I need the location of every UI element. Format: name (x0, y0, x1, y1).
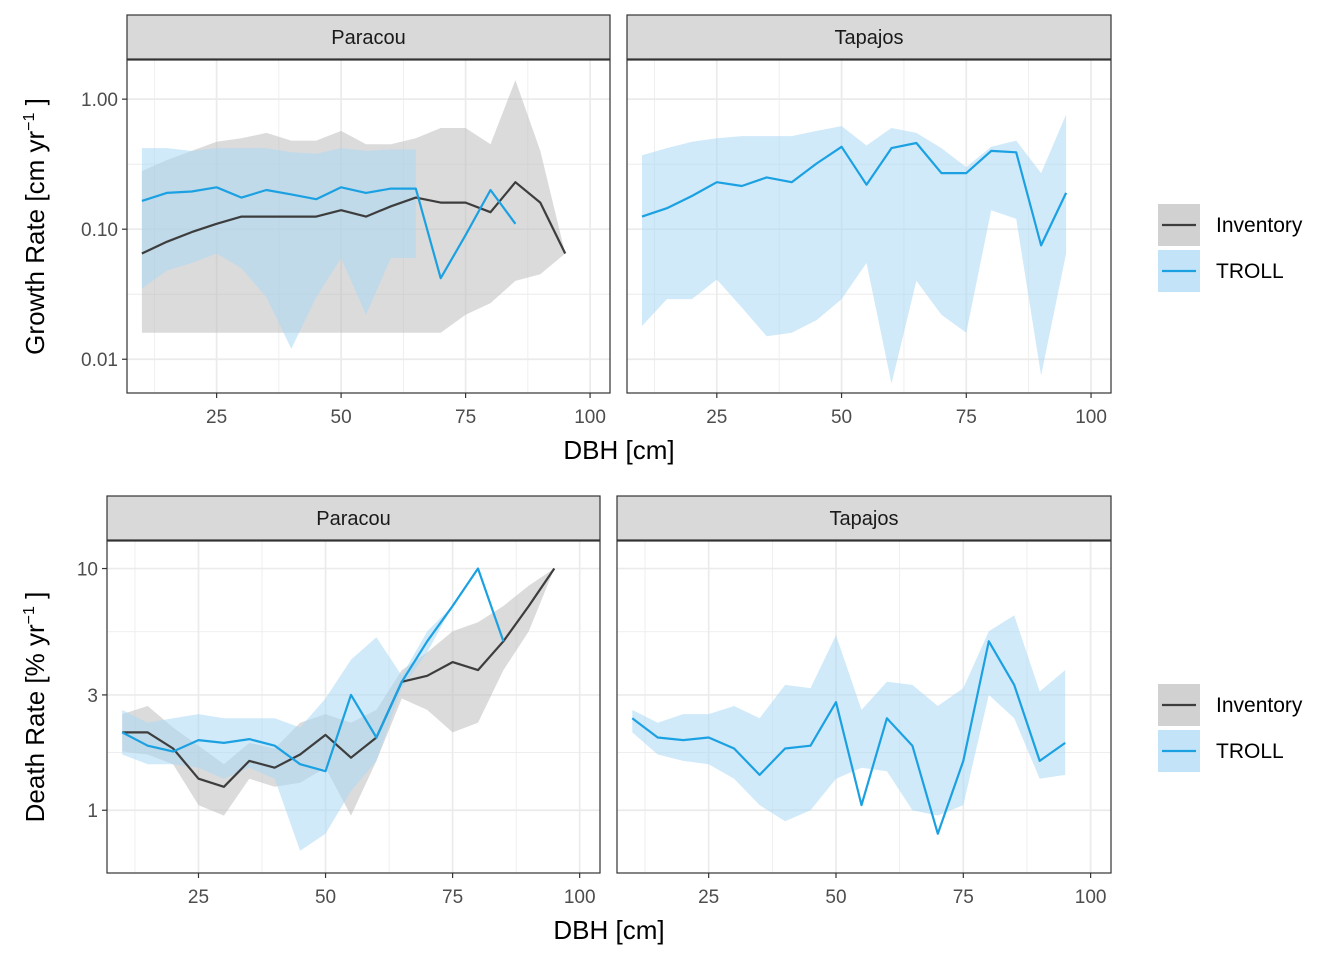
series-group (631, 615, 1066, 835)
x-tick-label: 75 (953, 887, 974, 908)
ribbon-troll (122, 568, 504, 851)
y-tick-label: 1.00 (81, 90, 118, 111)
y-axis-title-end: ] (20, 592, 50, 606)
series-group (641, 114, 1068, 384)
series-line-inventory (141, 181, 567, 255)
facet-label: Tapajos (835, 27, 904, 49)
x-tick-label: 25 (206, 407, 227, 428)
x-tick-label: 25 (706, 407, 727, 428)
x-axis-title-growth: DBH [cm] (563, 435, 674, 465)
legend-death: Inventory TROLL (1158, 684, 1303, 772)
facet-strip (106, 495, 601, 541)
y-tick-label: 1 (87, 801, 98, 822)
facet-label: Paracou (316, 508, 391, 530)
x-tick-label: 50 (825, 887, 846, 908)
series-group (121, 567, 556, 851)
panel-border (126, 59, 611, 394)
x-tick-label: 25 (698, 887, 719, 908)
x-tick-label: 25 (188, 887, 209, 908)
ribbon-troll (632, 615, 1066, 822)
legend-label-inventory: Inventory (1216, 214, 1303, 237)
panel-border (626, 59, 1112, 394)
y-tick-label: 3 (87, 686, 98, 707)
y-tick-label: 0.01 (81, 350, 118, 371)
facet-strip (616, 495, 1112, 541)
panel-border (106, 540, 601, 874)
x-tick-label: 100 (574, 407, 606, 428)
x-tick-label: 75 (442, 887, 463, 908)
x-tick-label: 100 (1075, 407, 1107, 428)
x-tick-label: 50 (831, 407, 852, 428)
series-line-troll (141, 186, 517, 280)
series-line-inventory (122, 567, 556, 788)
panel-growth-paracou: Paracou 25 50 75 100 0.01 0.10 1.00 Growth Rate … (20, 14, 611, 428)
x-tick-label: 50 (315, 887, 336, 908)
y-tick-label: 0.10 (81, 220, 118, 241)
facet-strip (626, 14, 1112, 60)
series-group (141, 80, 567, 349)
x-tick-label: 75 (455, 407, 476, 428)
x-tick-label: 50 (331, 407, 352, 428)
facet-strip (126, 14, 611, 60)
panel-growth-tapajos: Tapajos 25 50 75 100 (626, 14, 1112, 428)
panel-death-tapajos: Tapajos 25 50 75 100 (616, 495, 1112, 908)
x-tick-label: 75 (956, 407, 977, 428)
y-tick-label: 10 (77, 560, 98, 581)
y-axis-title: Death Rate [% yr−1 ] (20, 592, 50, 823)
y-axis-title-superscript: −1 (21, 113, 38, 131)
y-axis-title-text: Death Rate [% yr (20, 624, 50, 822)
series-line-troll (641, 141, 1068, 247)
y-axis-title-text: Growth Rate [cm yr (20, 131, 50, 355)
ribbon-troll (642, 114, 1067, 384)
legend-growth: Inventory TROLL (1158, 204, 1303, 292)
panel-border (616, 540, 1112, 874)
x-axis-title-death: DBH [cm] (553, 915, 664, 945)
x-tick-label: 100 (564, 887, 596, 908)
series-line-troll (121, 567, 505, 773)
ribbon-troll (141, 148, 416, 349)
legend-label-inventory: Inventory (1216, 694, 1303, 717)
panel-death-paracou: Paracou 25 50 75 100 1 3 10 Death Rate [% yr−1 ] (20, 495, 601, 908)
facet-label: Paracou (331, 27, 406, 49)
x-tick-label: 100 (1075, 887, 1107, 908)
y-axis-title-end: ] (20, 98, 50, 112)
facet-label: Tapajos (830, 508, 899, 530)
y-axis-title: Growth Rate [cm yr−1 ] (20, 98, 50, 355)
series-line-troll (631, 640, 1066, 835)
legend-label-troll: TROLL (1216, 260, 1284, 283)
legend-label-troll: TROLL (1216, 740, 1284, 763)
y-axis-title-superscript: −1 (21, 606, 38, 624)
